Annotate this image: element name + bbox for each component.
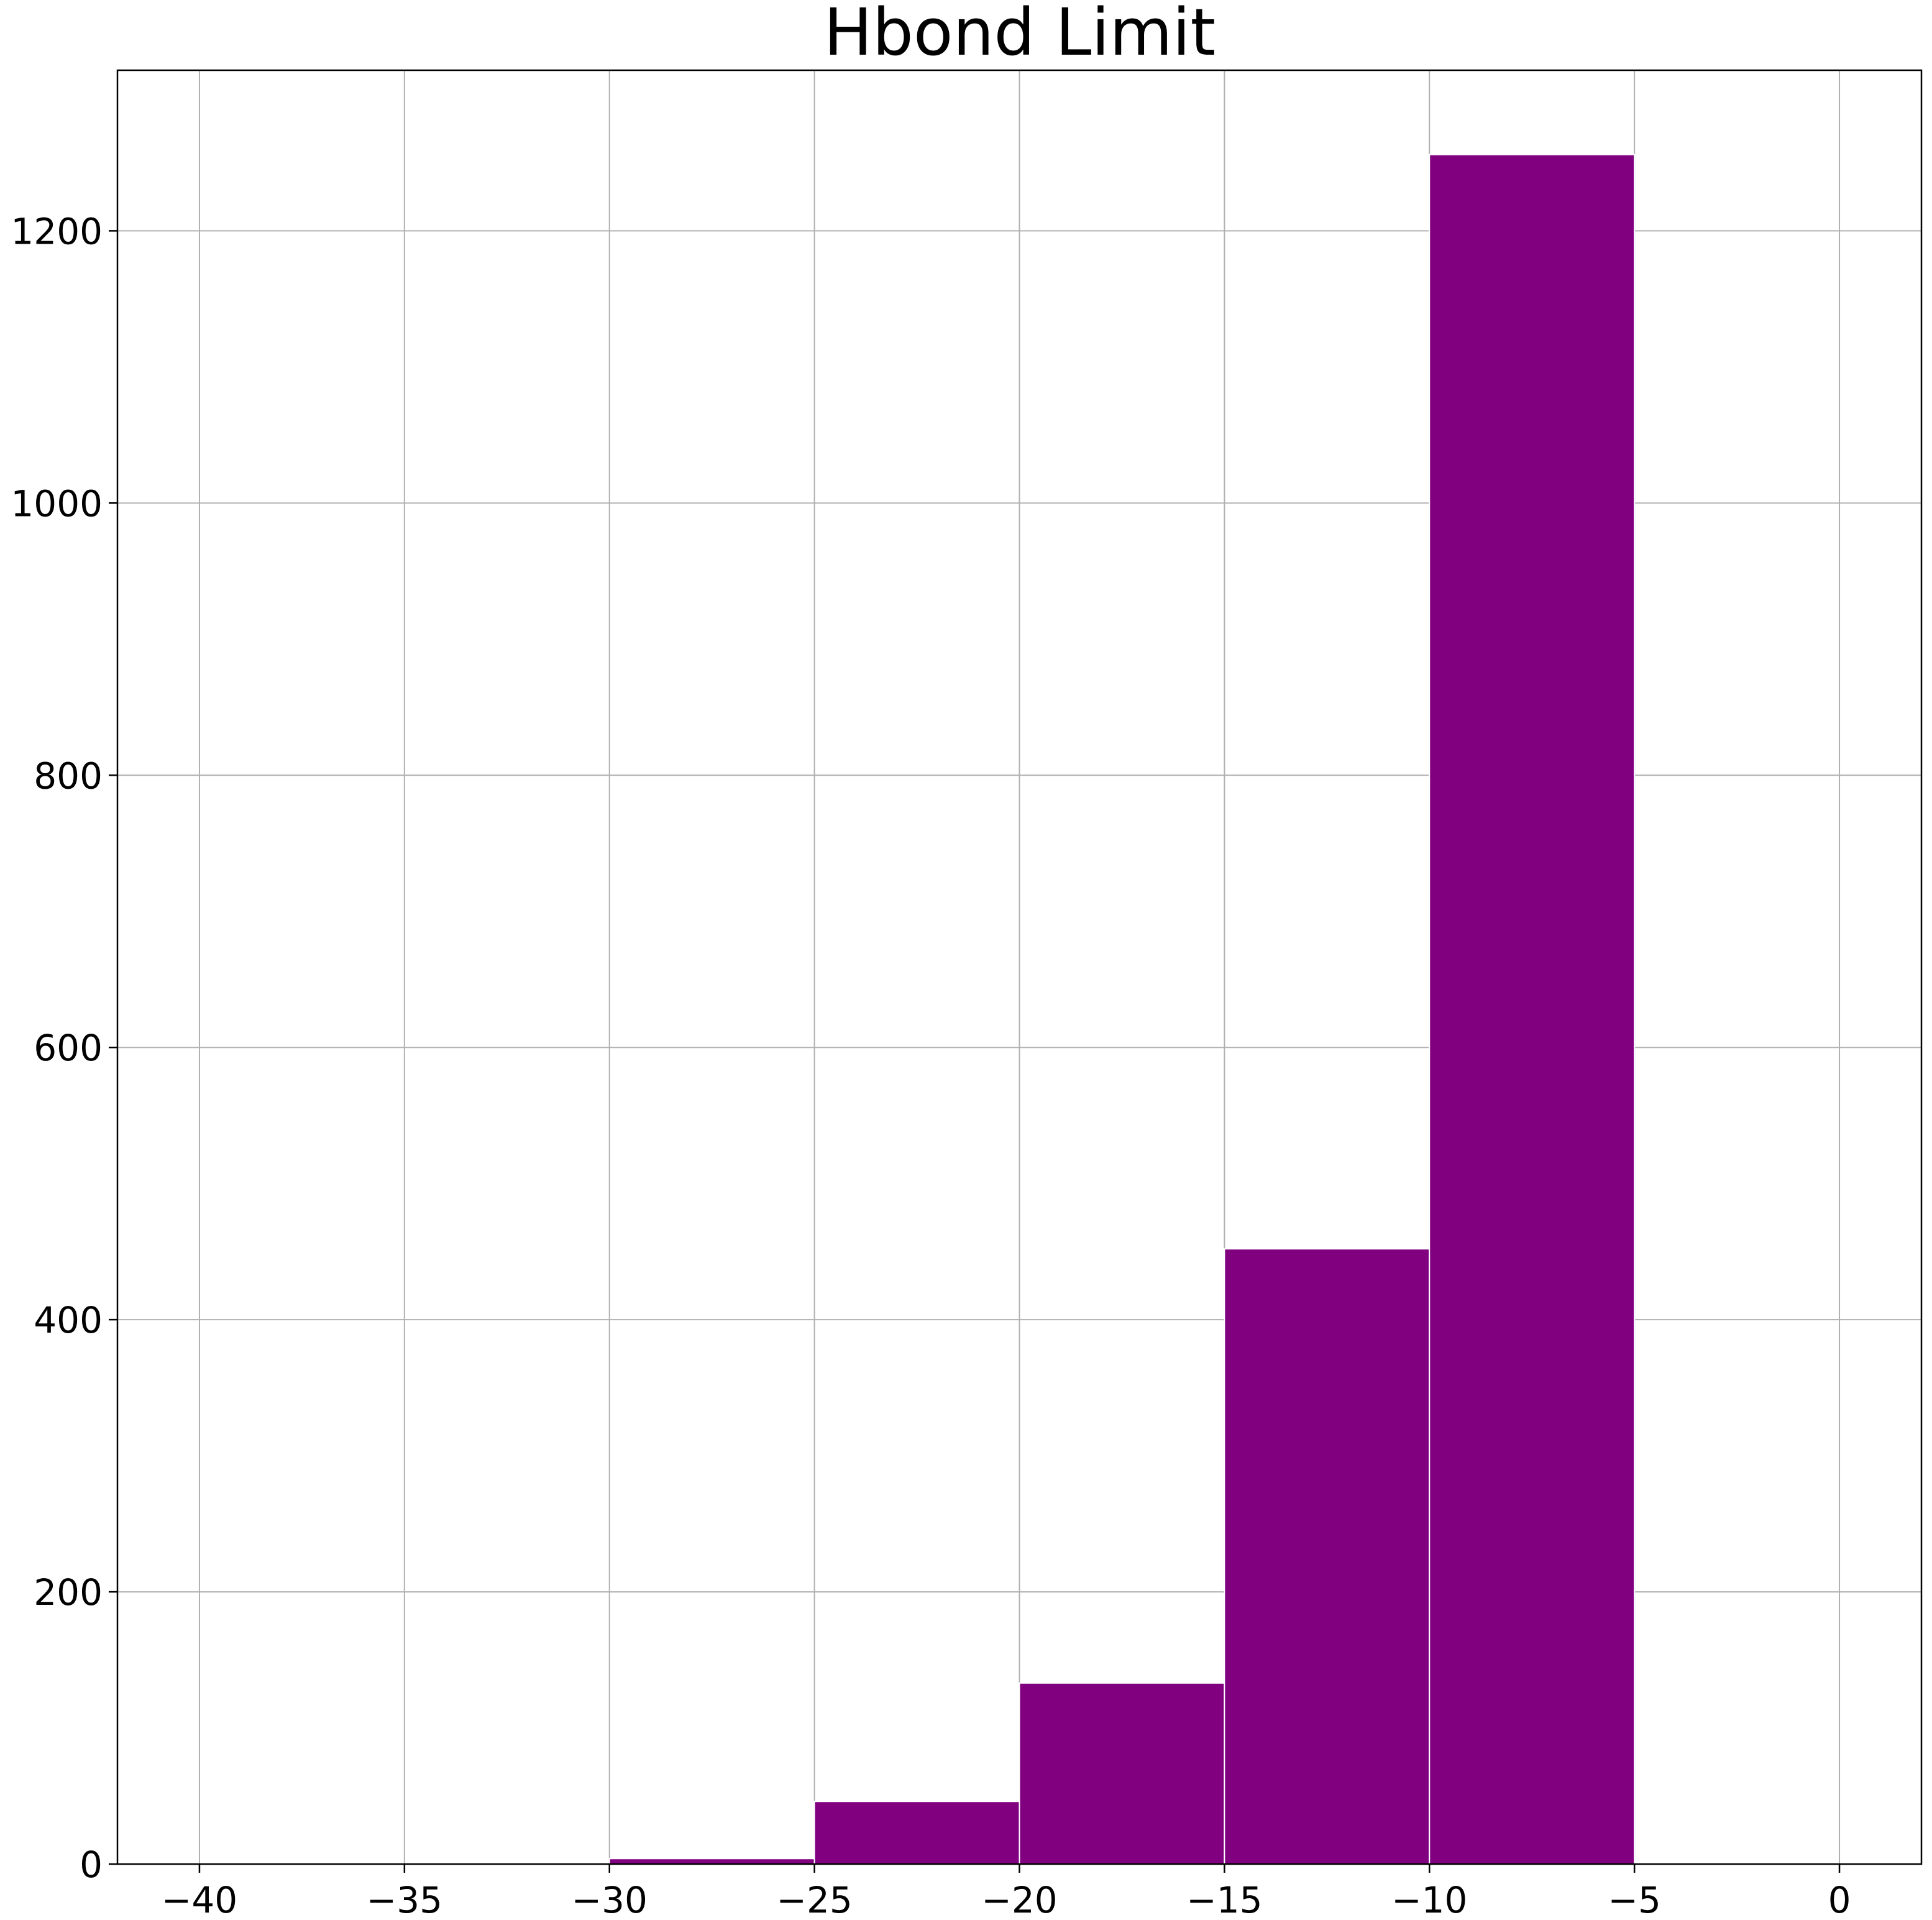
y-tick-label: 400 (34, 1299, 103, 1341)
chart-title: Hbond Limit (824, 0, 1216, 70)
y-tick-label: 1200 (11, 210, 103, 252)
grid-lines (117, 70, 1921, 1865)
y-tick-label: 800 (34, 755, 103, 797)
x-tick-label: −10 (1391, 1879, 1467, 1920)
x-tick-label: −30 (572, 1879, 648, 1920)
histogram-bars (608, 154, 1636, 1865)
x-axis-tick-labels: −40 −35 −30 −25 −20 −15 −10 −5 0 (162, 1879, 1851, 1920)
y-tick-label: 600 (34, 1027, 103, 1069)
y-tick-label: 200 (34, 1571, 103, 1614)
x-tick-label: −25 (776, 1879, 852, 1920)
x-tick-label: −15 (1186, 1879, 1262, 1920)
histogram-bar (1224, 1248, 1431, 1865)
histogram-bar (1019, 1682, 1225, 1865)
x-tick-label: −35 (367, 1879, 442, 1920)
x-tick-label: −20 (981, 1879, 1057, 1920)
x-tick-label: 0 (1828, 1879, 1851, 1920)
histogram-bar (813, 1801, 1020, 1865)
y-tick-label: 1000 (11, 482, 103, 525)
histogram-bar (608, 1858, 815, 1865)
y-tick-label: 0 (80, 1844, 103, 1886)
axis-ticks (109, 230, 1841, 1873)
x-tick-label: −5 (1608, 1879, 1661, 1920)
y-axis-tick-labels: 0 200 400 600 800 1000 1200 (11, 210, 103, 1886)
x-tick-label: −40 (162, 1879, 237, 1920)
histogram-bar (1429, 154, 1636, 1865)
